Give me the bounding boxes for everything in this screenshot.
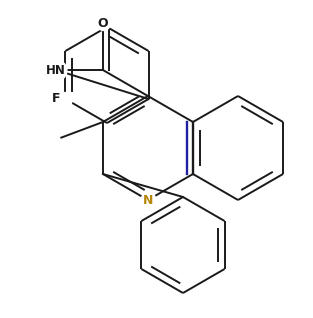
Text: F: F [52,93,60,106]
Text: HN: HN [46,64,66,77]
Text: N: N [143,193,153,206]
Text: O: O [98,17,108,30]
